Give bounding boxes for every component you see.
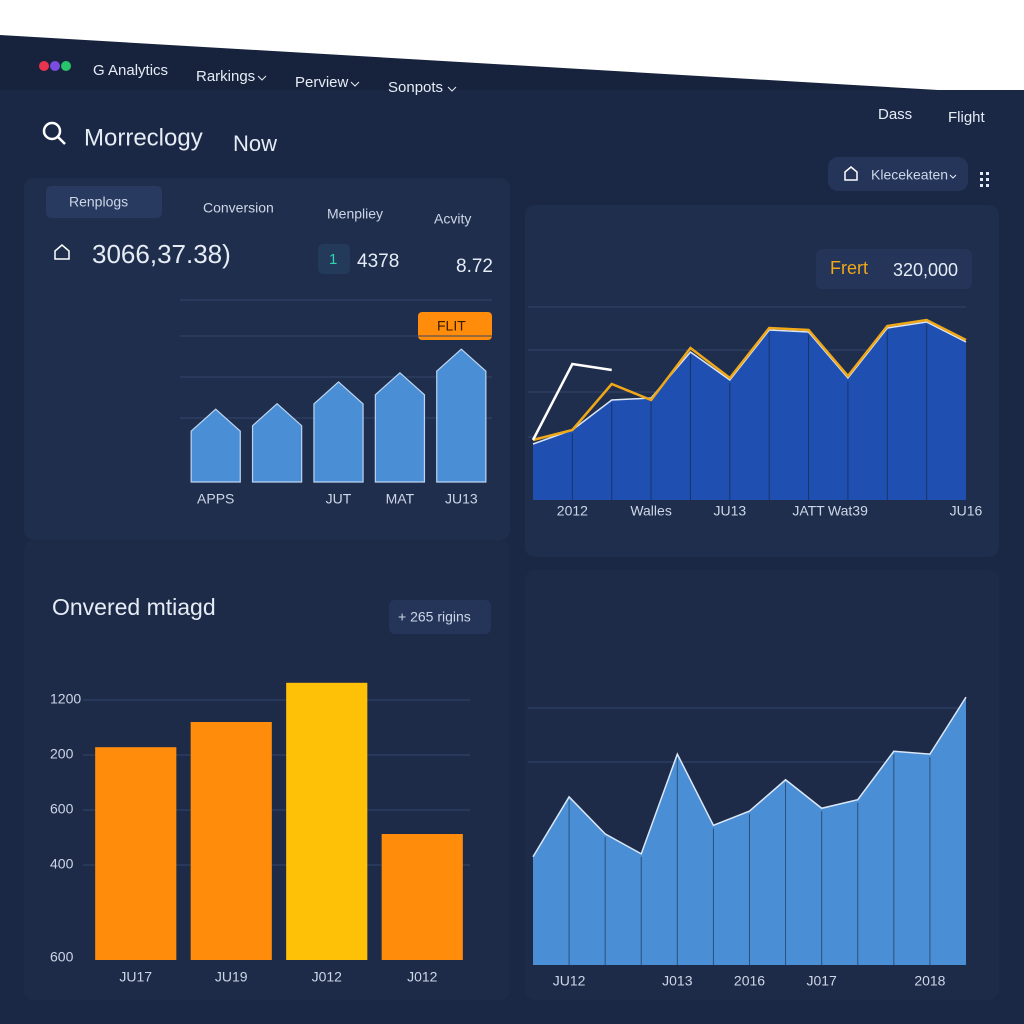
badge [318, 244, 350, 274]
x-tick-label: APPS [197, 491, 234, 507]
bar [381, 834, 463, 960]
x-tick-label: JU12 [553, 973, 586, 989]
x-tick-label: JU13 [713, 503, 746, 519]
dropdown-label[interactable]: Klecekeaten [871, 167, 948, 183]
x-tick-label: JUT [326, 491, 352, 507]
bar [436, 348, 487, 483]
chevron [350, 81, 360, 87]
tab[interactable] [46, 186, 162, 218]
badge [418, 312, 492, 340]
bar [190, 722, 272, 960]
x-tick-label: 2012 [557, 503, 588, 519]
dot [50, 61, 60, 71]
x-tick-label: Walles [630, 503, 672, 519]
panel [24, 178, 510, 540]
badge-label: FLIT [437, 318, 466, 334]
y-tick-label: 400 [50, 856, 74, 872]
stat: 8.72 [456, 256, 493, 277]
nav-item[interactable]: Dass [878, 106, 912, 123]
y-tick-label: 600 [50, 801, 74, 817]
nav-item[interactable]: Flight [948, 109, 986, 126]
tab-label[interactable]: Acvity [434, 211, 471, 227]
bar [95, 747, 177, 960]
line [531, 362, 612, 441]
nav-item[interactable]: Rarkings [196, 68, 255, 85]
panel-title: Onvered mtiagd [52, 594, 216, 620]
x-tick-label: Wat39 [828, 503, 868, 519]
x-tick-label: JU19 [215, 969, 248, 985]
chevron [447, 86, 457, 92]
x-tick-label: JU16 [950, 503, 983, 519]
badge [816, 249, 972, 289]
x-tick-label: JATT [792, 503, 825, 519]
bar [251, 402, 303, 483]
stat: 4378 [357, 251, 399, 272]
badge-label: + 265 rigins [398, 609, 471, 625]
bar [190, 408, 241, 483]
x-tick-label: 2018 [914, 973, 945, 989]
x-tick-label: JU13 [445, 491, 478, 507]
search-icon[interactable] [42, 121, 62, 141]
chevron [949, 174, 957, 179]
x-tick-label: 2016 [734, 973, 765, 989]
y-tick-label: 1200 [50, 691, 81, 707]
y-tick-label: 200 [50, 746, 74, 762]
badge-label: Frert [830, 258, 868, 278]
x-tick-label: JU17 [119, 969, 152, 985]
dropdown[interactable] [828, 157, 968, 191]
page-subtitle: Now [233, 131, 277, 156]
nav-item[interactable]: Sonpots [388, 79, 443, 96]
chevron [257, 75, 267, 81]
tab-label[interactable]: Renplogs [69, 194, 128, 210]
bar [313, 381, 364, 483]
area-outline [532, 696, 967, 858]
tab-label[interactable]: Menpliey [327, 206, 383, 222]
x-tick-label: J012 [407, 969, 438, 985]
x-tick-label: MAT [386, 491, 415, 507]
line [532, 318, 967, 442]
x-tick-label: J017 [806, 973, 837, 989]
menu-icon[interactable] [980, 172, 989, 187]
bar [286, 682, 368, 960]
page-title: Morreclogy [84, 124, 203, 151]
x-tick-label: J012 [312, 969, 343, 985]
nav-item[interactable]: Perview [295, 74, 349, 91]
tab-label[interactable]: Conversion [203, 200, 274, 216]
dot [39, 61, 49, 71]
badge-value: 320,000 [893, 260, 958, 280]
home-icon [844, 166, 858, 181]
badge-value: 1 [329, 251, 337, 268]
stat-main: 3066,37.38) [92, 239, 231, 269]
badge [389, 600, 491, 634]
search-icon [57, 136, 66, 145]
home-icon [54, 244, 70, 260]
brand: G Analytics [93, 62, 168, 79]
y-tick-label: 600 [50, 949, 74, 965]
x-tick-label: J013 [662, 973, 693, 989]
bar [374, 371, 426, 483]
dot [61, 61, 71, 71]
